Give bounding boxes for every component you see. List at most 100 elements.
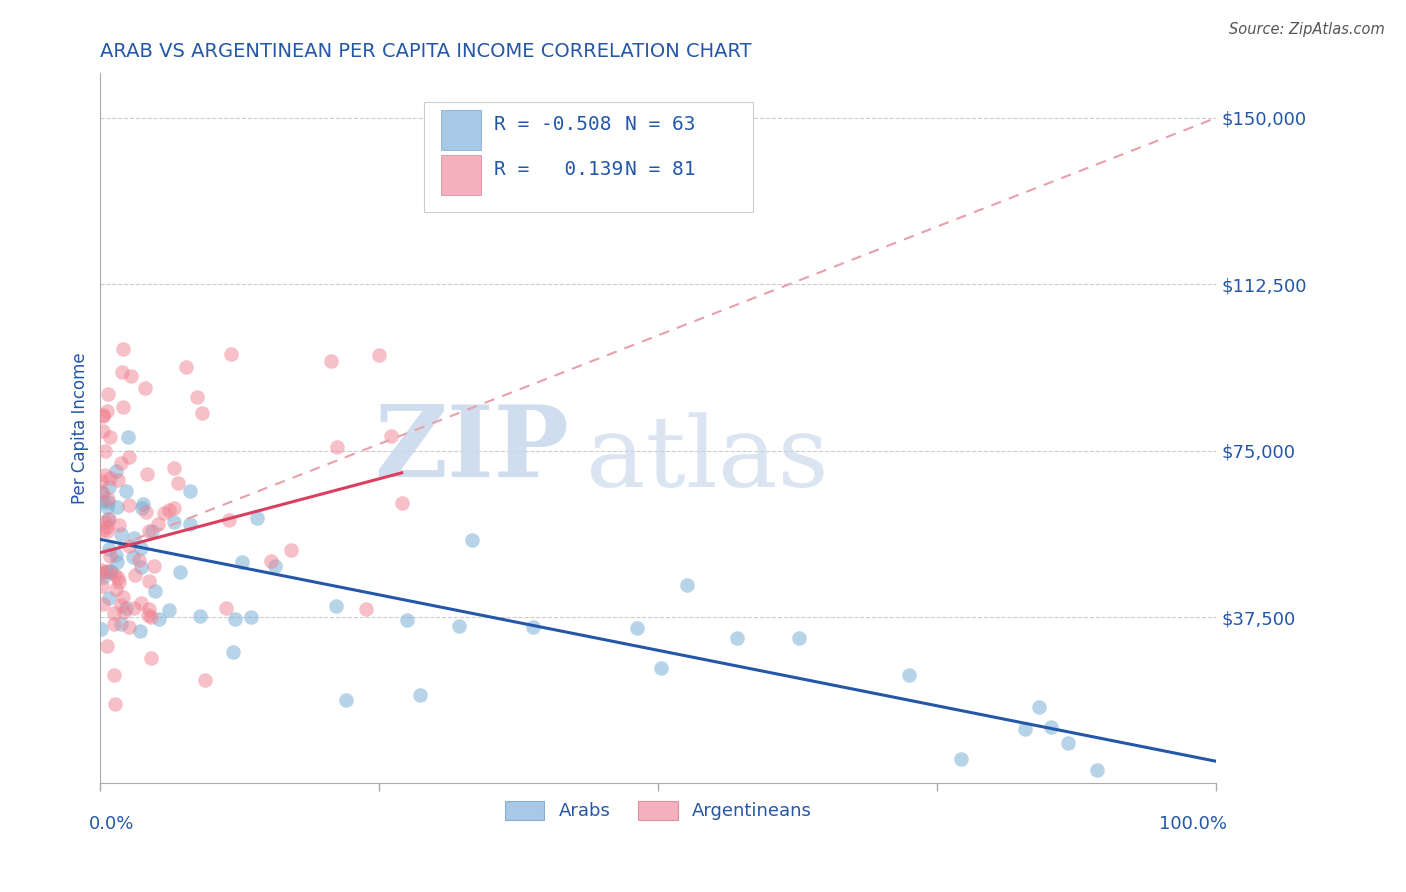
Text: R = -0.508: R = -0.508 xyxy=(495,115,612,134)
Point xyxy=(260,553,283,567)
FancyBboxPatch shape xyxy=(440,155,481,194)
Point xyxy=(97,541,120,556)
Point xyxy=(148,612,170,626)
Point xyxy=(368,348,391,362)
Point xyxy=(231,555,253,569)
Point xyxy=(94,468,117,483)
Point xyxy=(121,550,143,565)
Point xyxy=(789,631,811,645)
Point xyxy=(626,621,648,635)
Point xyxy=(141,524,163,538)
Point xyxy=(134,381,156,395)
Point xyxy=(897,667,920,681)
Point xyxy=(131,500,153,515)
Point xyxy=(98,471,121,485)
Point xyxy=(447,619,470,633)
Text: N = 63: N = 63 xyxy=(624,115,696,134)
Point xyxy=(949,752,972,766)
Point xyxy=(104,568,127,582)
Point xyxy=(157,503,180,517)
Point xyxy=(1087,763,1109,777)
Point xyxy=(117,430,139,444)
Point xyxy=(96,640,118,654)
Point xyxy=(118,539,141,553)
Point xyxy=(104,464,127,478)
Point xyxy=(191,406,214,420)
Point xyxy=(96,403,118,417)
Text: ZIP: ZIP xyxy=(374,401,569,499)
Point xyxy=(94,565,117,579)
Point xyxy=(103,606,125,620)
Point xyxy=(105,500,128,514)
Y-axis label: Per Capita Income: Per Capita Income xyxy=(72,352,89,504)
Point xyxy=(94,443,117,458)
Point xyxy=(91,597,114,611)
Point xyxy=(90,563,112,577)
Point xyxy=(98,591,121,605)
Text: Source: ZipAtlas.com: Source: ZipAtlas.com xyxy=(1229,22,1385,37)
Point xyxy=(326,440,349,454)
Point xyxy=(96,524,118,539)
Point xyxy=(103,668,125,682)
Point xyxy=(408,688,430,702)
Point xyxy=(97,512,120,526)
Point xyxy=(91,409,114,423)
Point xyxy=(224,612,246,626)
Point xyxy=(105,582,128,596)
Point xyxy=(163,461,186,475)
Point xyxy=(219,347,242,361)
Point xyxy=(128,553,150,567)
Point xyxy=(142,559,165,574)
Point xyxy=(1040,720,1063,734)
Point xyxy=(163,500,186,515)
Point xyxy=(90,484,112,499)
Point xyxy=(97,495,120,509)
Point xyxy=(129,624,152,638)
Point xyxy=(98,549,121,563)
Point xyxy=(107,571,129,585)
Point xyxy=(104,698,127,712)
Point xyxy=(93,515,115,529)
Point xyxy=(108,574,131,589)
Point xyxy=(91,486,114,500)
Point xyxy=(110,598,132,612)
Point xyxy=(105,556,128,570)
Point xyxy=(91,424,114,438)
Point xyxy=(93,570,115,584)
Point xyxy=(380,429,402,443)
Point xyxy=(194,673,217,687)
Point xyxy=(121,368,143,383)
Point xyxy=(90,566,112,580)
Point xyxy=(356,602,378,616)
Point xyxy=(96,500,118,515)
Point xyxy=(110,456,132,470)
Point xyxy=(136,467,159,482)
Point xyxy=(98,480,121,494)
Point xyxy=(138,524,160,539)
Point xyxy=(215,600,238,615)
Point xyxy=(246,510,269,524)
Point xyxy=(157,602,180,616)
Point xyxy=(124,567,146,582)
Point xyxy=(96,520,118,534)
Point xyxy=(139,610,162,624)
Point xyxy=(111,400,134,414)
Point xyxy=(100,565,122,579)
Point xyxy=(107,474,129,488)
Point xyxy=(461,533,484,547)
Point xyxy=(1028,699,1050,714)
Point xyxy=(1057,735,1080,749)
Point xyxy=(391,496,413,510)
Point xyxy=(118,498,141,512)
Point xyxy=(650,661,672,675)
Point xyxy=(122,532,145,546)
Point xyxy=(131,596,153,610)
Point xyxy=(725,631,748,645)
Text: R =   0.139: R = 0.139 xyxy=(495,160,623,178)
Point xyxy=(97,387,120,401)
Point xyxy=(118,620,141,634)
Point xyxy=(108,518,131,533)
Point xyxy=(131,497,153,511)
Point xyxy=(179,517,201,532)
Point xyxy=(169,565,191,579)
